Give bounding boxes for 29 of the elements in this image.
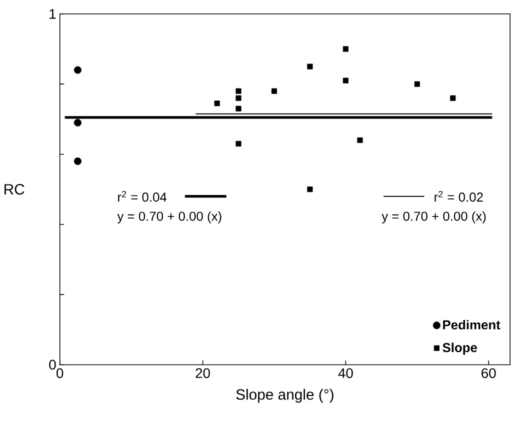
point <box>307 186 313 192</box>
point <box>450 95 456 101</box>
point <box>357 137 363 143</box>
point <box>74 157 82 165</box>
x-tick-label: 60 <box>482 368 496 378</box>
point <box>236 106 242 112</box>
point <box>236 88 242 94</box>
point <box>236 95 242 101</box>
point <box>74 118 82 126</box>
point <box>342 78 348 84</box>
annotation: y = 0.70 + 0.00 (x) <box>382 211 486 224</box>
point <box>307 64 313 70</box>
point <box>414 81 420 87</box>
annotation: r$^{2}$ = 0.02 <box>434 190 483 202</box>
point <box>214 100 220 106</box>
x-tick-label: 0 <box>56 368 64 378</box>
point <box>74 66 82 74</box>
annotation: y = 0.70 + 0.00 (x) <box>117 211 222 224</box>
y-tick-label: 1 <box>50 8 56 19</box>
point <box>271 88 278 94</box>
legend-label: Pediment <box>443 320 500 330</box>
x-axis-title: Slope angle (°) <box>236 388 334 403</box>
point <box>342 46 348 52</box>
x-tick-label: 20 <box>196 368 210 378</box>
x-tick-label: 40 <box>338 368 353 378</box>
annotation: r$^{2}$ = 0.04 <box>118 190 167 202</box>
y-axis-title: RC <box>4 184 24 194</box>
legend-label: Slope <box>442 342 477 355</box>
point <box>236 140 242 146</box>
